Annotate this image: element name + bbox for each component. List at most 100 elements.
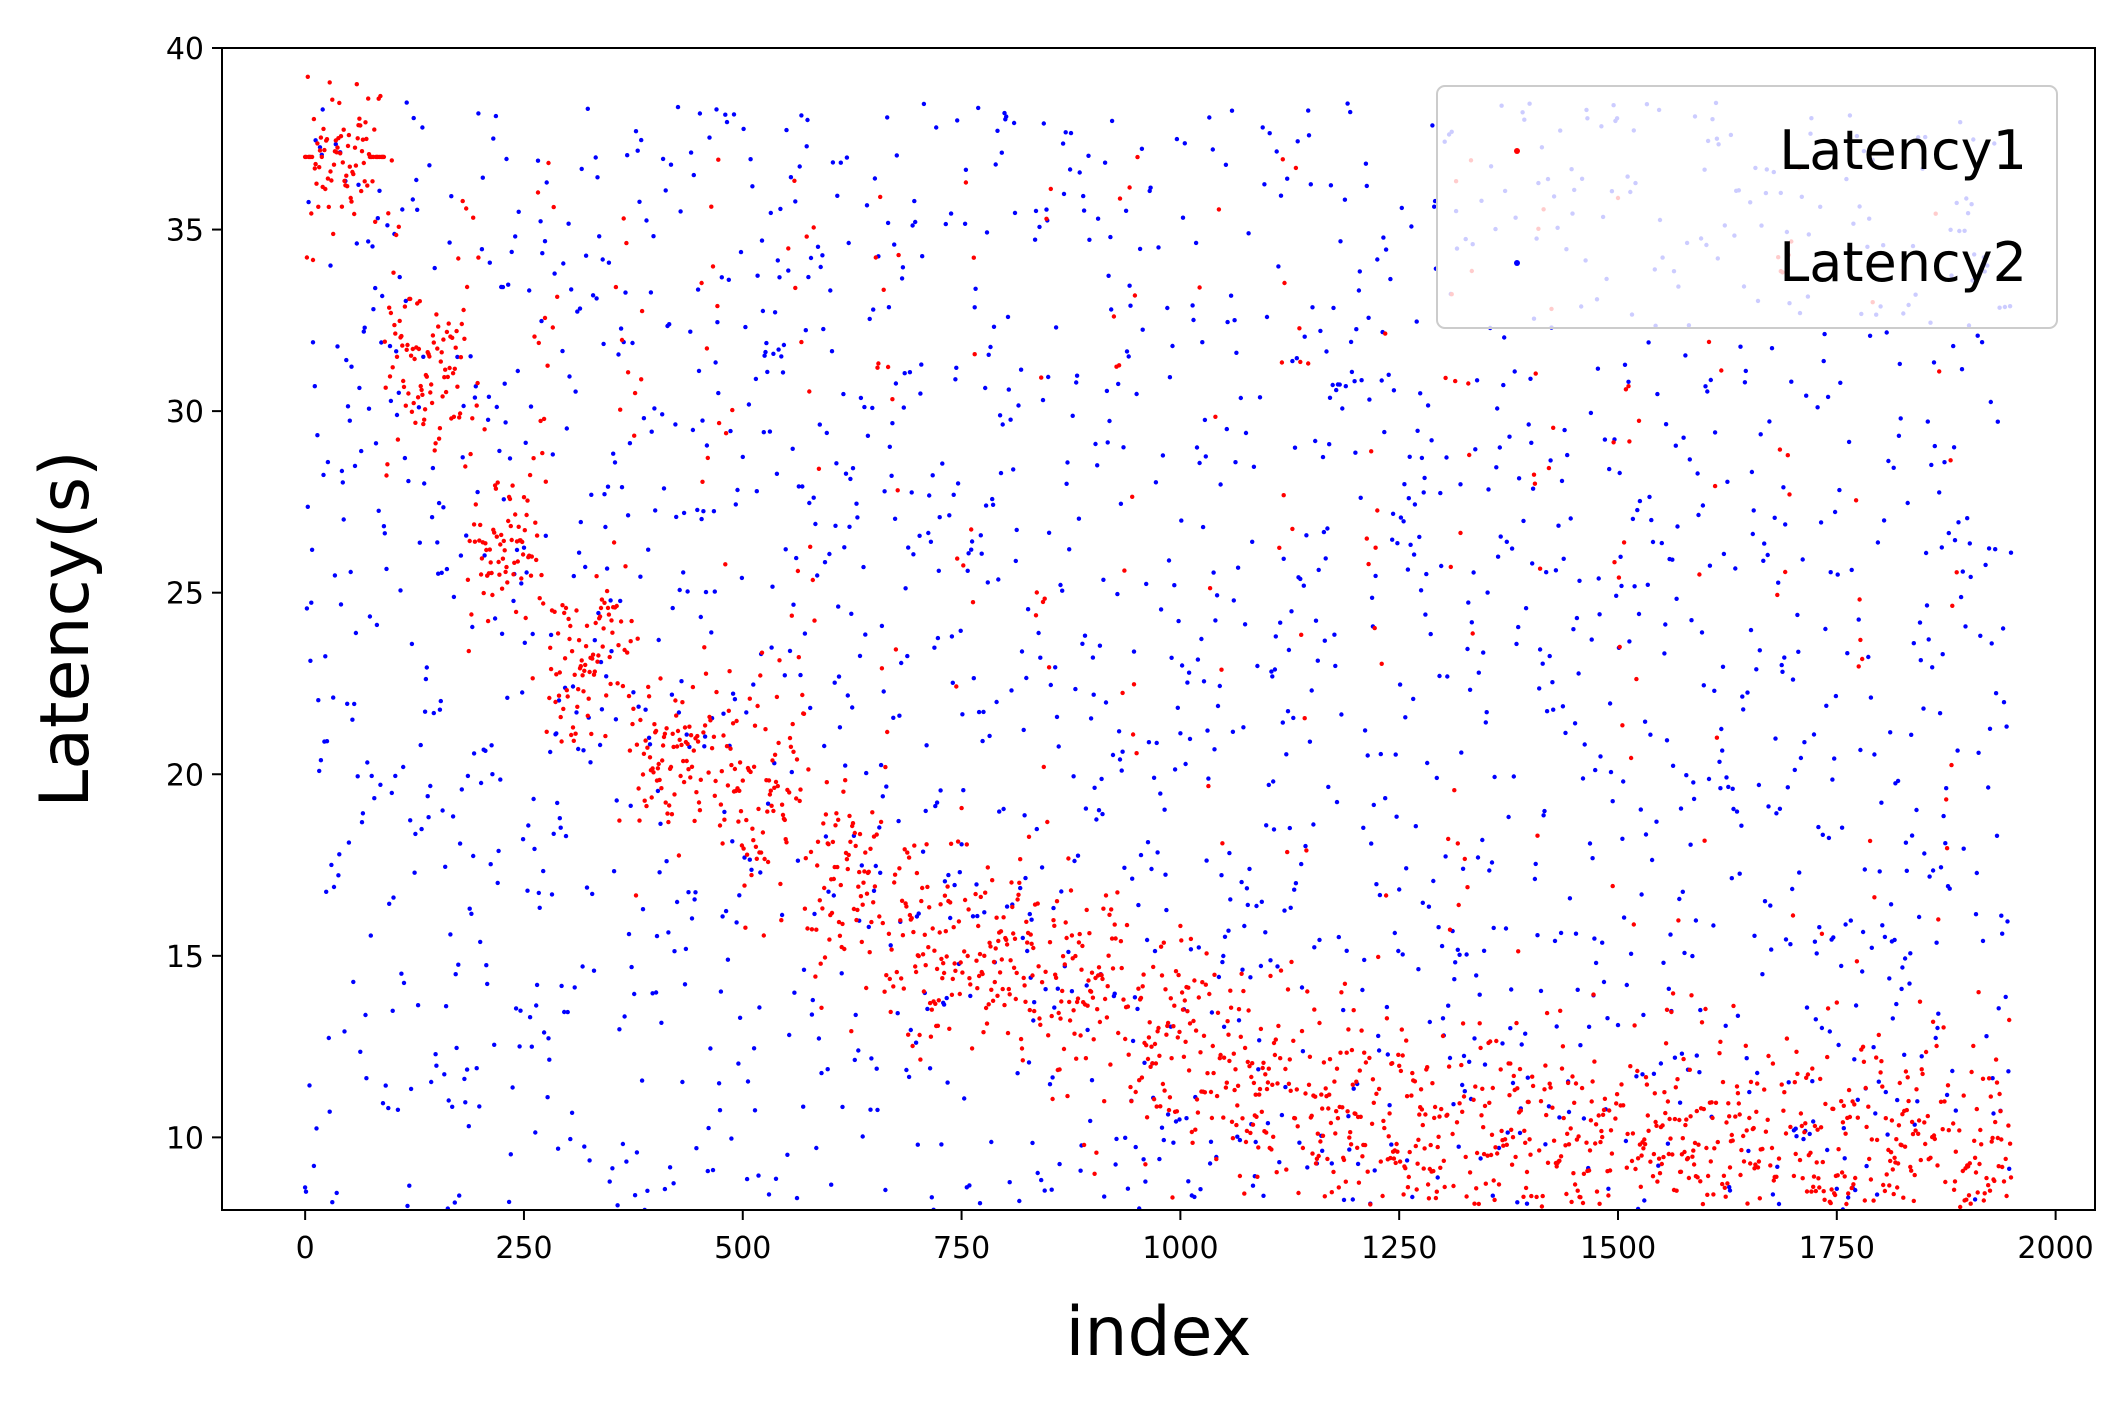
latency2-point (631, 690, 636, 695)
latency1-point (1496, 1182, 1502, 1187)
latency1-point (1232, 1087, 1237, 1093)
latency1-point (1755, 1165, 1761, 1170)
latency2-point (610, 1166, 615, 1171)
latency2-point (796, 484, 801, 489)
latency2-point (1213, 618, 1218, 623)
latency2-point (1316, 567, 1321, 573)
latency2-point (1804, 1005, 1810, 1010)
latency2-point (398, 588, 403, 593)
latency2-point (751, 1046, 757, 1051)
latency1-point (956, 919, 962, 924)
latency2-point (1404, 1158, 1410, 1163)
latency1-point (325, 176, 331, 181)
latency2-point (1467, 1059, 1472, 1065)
latency1-point (1940, 1127, 1945, 1132)
latency1-point (606, 612, 612, 617)
latency1-point (1170, 1195, 1175, 1200)
latency2-point (679, 679, 684, 684)
latency2-point (376, 508, 381, 513)
latency1-point (787, 790, 792, 795)
latency2-point (1738, 344, 1743, 349)
latency1-point (391, 270, 396, 275)
latency2-point (516, 209, 521, 214)
latency2-point (1646, 340, 1651, 345)
latency1-point (312, 166, 317, 171)
latency2-point (407, 1183, 412, 1188)
latency1-point (1441, 1158, 1447, 1164)
latency1-point (1862, 1198, 1868, 1203)
latency2-point (1491, 925, 1496, 931)
latency2-point (1350, 1197, 1356, 1202)
latency1-point (988, 944, 993, 949)
latency2-point (1026, 1060, 1032, 1065)
latency1-point (1472, 1201, 1477, 1206)
latency2-point (1503, 926, 1509, 931)
latency1-point (803, 856, 808, 861)
latency1-point (552, 609, 557, 614)
latency2-point (1895, 778, 1901, 784)
latency2-point (1777, 806, 1783, 811)
latency1-point (787, 735, 793, 741)
latency2-point (1794, 1134, 1799, 1139)
latency1-point (1069, 933, 1075, 938)
latency1-point (1557, 1158, 1562, 1164)
latency2-point (1116, 381, 1121, 387)
latency2-point (348, 569, 353, 575)
latency1-point (1327, 1092, 1332, 1097)
latency2-point (1084, 983, 1089, 988)
latency1-point (657, 777, 662, 783)
latency1-point (969, 527, 974, 532)
latency1-point (1443, 375, 1448, 381)
latency2-point (1300, 1049, 1306, 1054)
latency2-point (531, 796, 536, 802)
latency2-point (1742, 380, 1748, 385)
latency1-point (627, 748, 633, 753)
latency2-point (814, 1145, 819, 1151)
latency2-point (654, 933, 660, 939)
latency2-point (598, 659, 604, 665)
latency1-point (1461, 1094, 1467, 1099)
latency2-point (1862, 867, 1868, 872)
latency1-point (1109, 936, 1115, 941)
latency2-point (1182, 141, 1188, 146)
latency1-point (1428, 1142, 1433, 1148)
latency2-point (903, 586, 908, 591)
latency1-point (854, 917, 859, 923)
latency2-point (585, 106, 590, 112)
latency1-point (1634, 676, 1639, 682)
latency1-point (1125, 1004, 1131, 1009)
latency1-point (1277, 545, 1282, 550)
latency2-point (1209, 1010, 1215, 1015)
latency1-point (2007, 1141, 2013, 1146)
latency1-point (1057, 1067, 1062, 1072)
latency1-point (1156, 1025, 1161, 1031)
latency1-point (1400, 1053, 1405, 1058)
latency2-point (309, 600, 314, 605)
latency2-point (1678, 806, 1684, 811)
latency2-point (1008, 417, 1013, 422)
latency1-point (1481, 1151, 1487, 1157)
latency1-point (1638, 1184, 1644, 1190)
latency1-point (647, 755, 653, 760)
latency1-point (1422, 1146, 1427, 1151)
latency2-point (709, 630, 714, 635)
latency1-point (1884, 1172, 1889, 1177)
latency2-point (507, 456, 513, 461)
latency2-point (1254, 903, 1259, 909)
latency1-point (1726, 1101, 1731, 1106)
latency2-point (1553, 568, 1559, 573)
latency2-point (806, 274, 811, 280)
latency2-point (680, 1079, 685, 1085)
latency2-point (1204, 858, 1209, 863)
latency1-point (443, 367, 448, 372)
x-tick-label: 1000 (1142, 1231, 1218, 1266)
latency2-point (1210, 147, 1216, 152)
latency1-point (1376, 954, 1381, 960)
latency1-point (762, 856, 767, 862)
latency2-point (450, 814, 456, 819)
latency1-point (408, 353, 414, 358)
latency1-point (478, 522, 483, 528)
latency2-point (474, 1066, 479, 1071)
latency2-point (617, 1027, 622, 1032)
latency1-point (1368, 1202, 1373, 1207)
